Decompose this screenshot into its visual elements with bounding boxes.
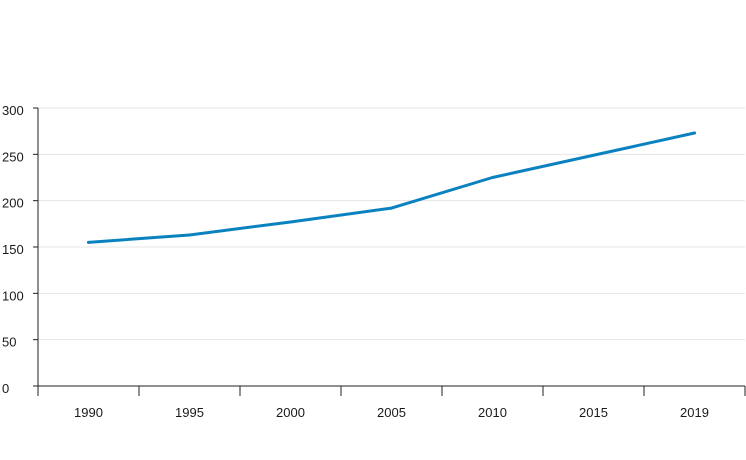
x-tick-label: 2019 <box>680 405 709 420</box>
series <box>87 131 696 244</box>
y-tick-label: 250 <box>2 149 24 164</box>
data-point <box>87 240 90 244</box>
y-tick-label: 50 <box>2 335 16 350</box>
y-tick-label: 100 <box>2 288 24 303</box>
series-line <box>87 131 696 244</box>
axes <box>33 107 746 396</box>
y-tick-labels: 0 50 100 150 200 250 300 <box>2 103 24 396</box>
y-tick-label: 150 <box>2 242 24 257</box>
y-tick-label: 200 <box>2 196 24 211</box>
x-tick-label: 1990 <box>74 405 103 420</box>
x-tick-label: 2000 <box>276 405 305 420</box>
data-point <box>491 176 494 179</box>
data-point <box>592 153 595 157</box>
grid-lines <box>38 107 745 341</box>
data-point <box>390 206 393 210</box>
data-point <box>289 220 292 224</box>
x-tick-label: 2010 <box>478 405 507 420</box>
x-tick-label: 2005 <box>377 405 406 420</box>
data-point <box>188 233 191 237</box>
x-tick-label: 1995 <box>175 405 204 420</box>
x-tick-label: 2015 <box>579 405 608 420</box>
y-tick-label: 300 <box>2 103 24 118</box>
y-tick-label: 0 <box>2 381 9 396</box>
data-point <box>693 131 696 135</box>
x-tick-labels: 1990 1995 2000 2005 2010 2015 2019 <box>74 405 709 420</box>
